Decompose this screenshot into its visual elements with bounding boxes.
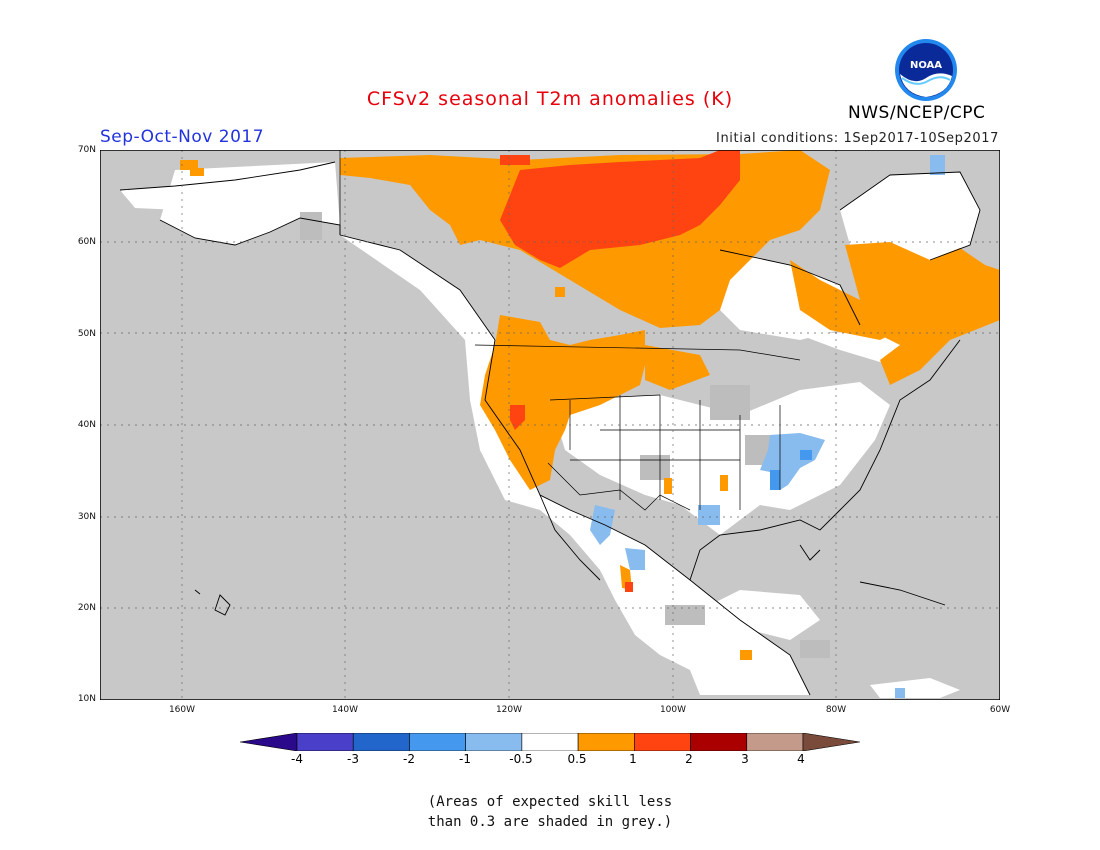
color-legend [240,733,860,751]
lat-label: 60N [77,237,96,247]
legend-swatch [409,733,466,751]
lat-label: 30N [77,512,96,522]
skill-note-line: (Areas of expected skill less [427,794,673,810]
lat-label: 70N [77,145,96,155]
legend-swatch [690,733,748,751]
lat-label: 50N [77,329,96,339]
legend-tick-label: 0.5 [567,752,587,766]
lon-label: 120W [495,705,523,715]
legend-tick-label: 2 [685,752,693,766]
lon-label: 140W [331,705,359,715]
legend-swatch [577,733,635,751]
legend-swatch [240,733,298,751]
legend-swatch [352,733,410,751]
lat-label: 10N [77,694,96,704]
svg-text:NOAA: NOAA [910,60,942,71]
org-label: NWS/NCEP/CPC [848,103,986,123]
skill-note-line: than 0.3 are shaded in grey.) [427,814,673,830]
legend-tick-label: -4 [291,752,303,766]
legend-swatch [465,733,523,751]
initial-conditions-label: Initial conditions: 1Sep2017-10Sep2017 [716,131,999,146]
legend-tick-label: -0.5 [509,752,533,766]
legend-tick-label: -1 [459,752,471,766]
borders [339,150,801,511]
legend-swatch [746,733,804,751]
lon-label: 80W [825,705,847,715]
skill-note: (Areas of expected skill less than 0.3 a… [0,792,1100,832]
anomaly-map [100,150,1000,700]
lon-label: 160W [168,705,196,715]
lon-label: 100W [659,705,687,715]
noaa-logo: NOAA [895,39,957,101]
legend-swatch [802,733,860,751]
legend-tick-label: 3 [741,752,749,766]
legend-tick-label: 4 [797,752,805,766]
lat-label: 40N [77,420,96,430]
legend-swatch [521,733,579,751]
legend-swatch [634,733,691,751]
lon-label: 60W [989,705,1011,715]
legend-tick-label: -3 [347,752,359,766]
anomaly-blue-dark [770,450,812,490]
legend-swatch [296,733,354,751]
anomaly-red [500,150,740,592]
season-label: Sep-Oct-Nov 2017 [100,127,265,147]
legend-tick-label: 1 [629,752,637,766]
map-title: CFSv2 seasonal T2m anomalies (K) [366,88,734,110]
lat-label: 20N [77,603,96,613]
legend-tick-label: -2 [403,752,415,766]
graticule [100,150,1000,700]
